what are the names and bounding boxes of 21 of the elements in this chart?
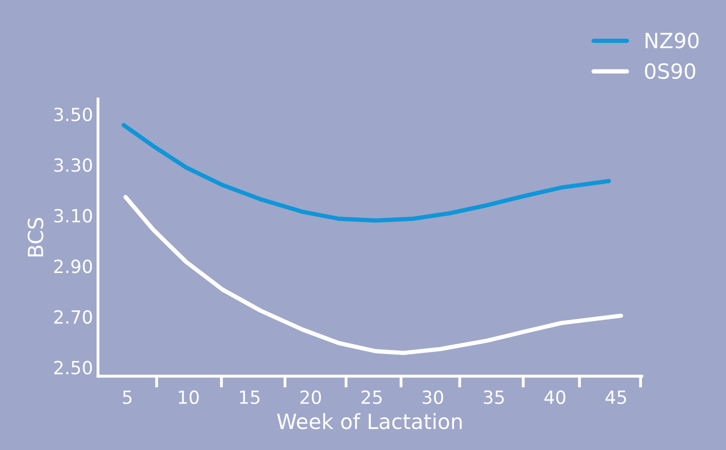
x-tick-label: 45	[606, 390, 626, 404]
y-tick-label: 3.10	[54, 208, 92, 223]
x-tick-label: 30	[422, 390, 444, 404]
y-tick-label: 2.70	[54, 310, 92, 324]
y-axis-title: BCS	[28, 218, 44, 256]
legend-label: 0S90	[644, 63, 696, 79]
x-tick-label: 5	[122, 390, 132, 404]
y-tick-label: 2.90	[54, 260, 92, 274]
x-tick-label: 15	[240, 390, 260, 404]
x-tick-label: 25	[362, 390, 382, 404]
x-tick-label: 40	[544, 390, 566, 404]
y-tick-label: 3.50	[54, 108, 92, 122]
legend-label: NZ90	[646, 32, 699, 48]
x-tick-label: 10	[178, 390, 199, 404]
y-tick-label: 3.30	[54, 158, 92, 172]
line-series	[122, 122, 611, 223]
y-tick-label: 2.50	[54, 360, 92, 374]
line-series	[123, 194, 624, 355]
x-axis-title: Week of Lactation	[277, 413, 462, 430]
x-tick-label: 35	[484, 390, 504, 404]
x-tick-label: 20	[300, 390, 321, 404]
